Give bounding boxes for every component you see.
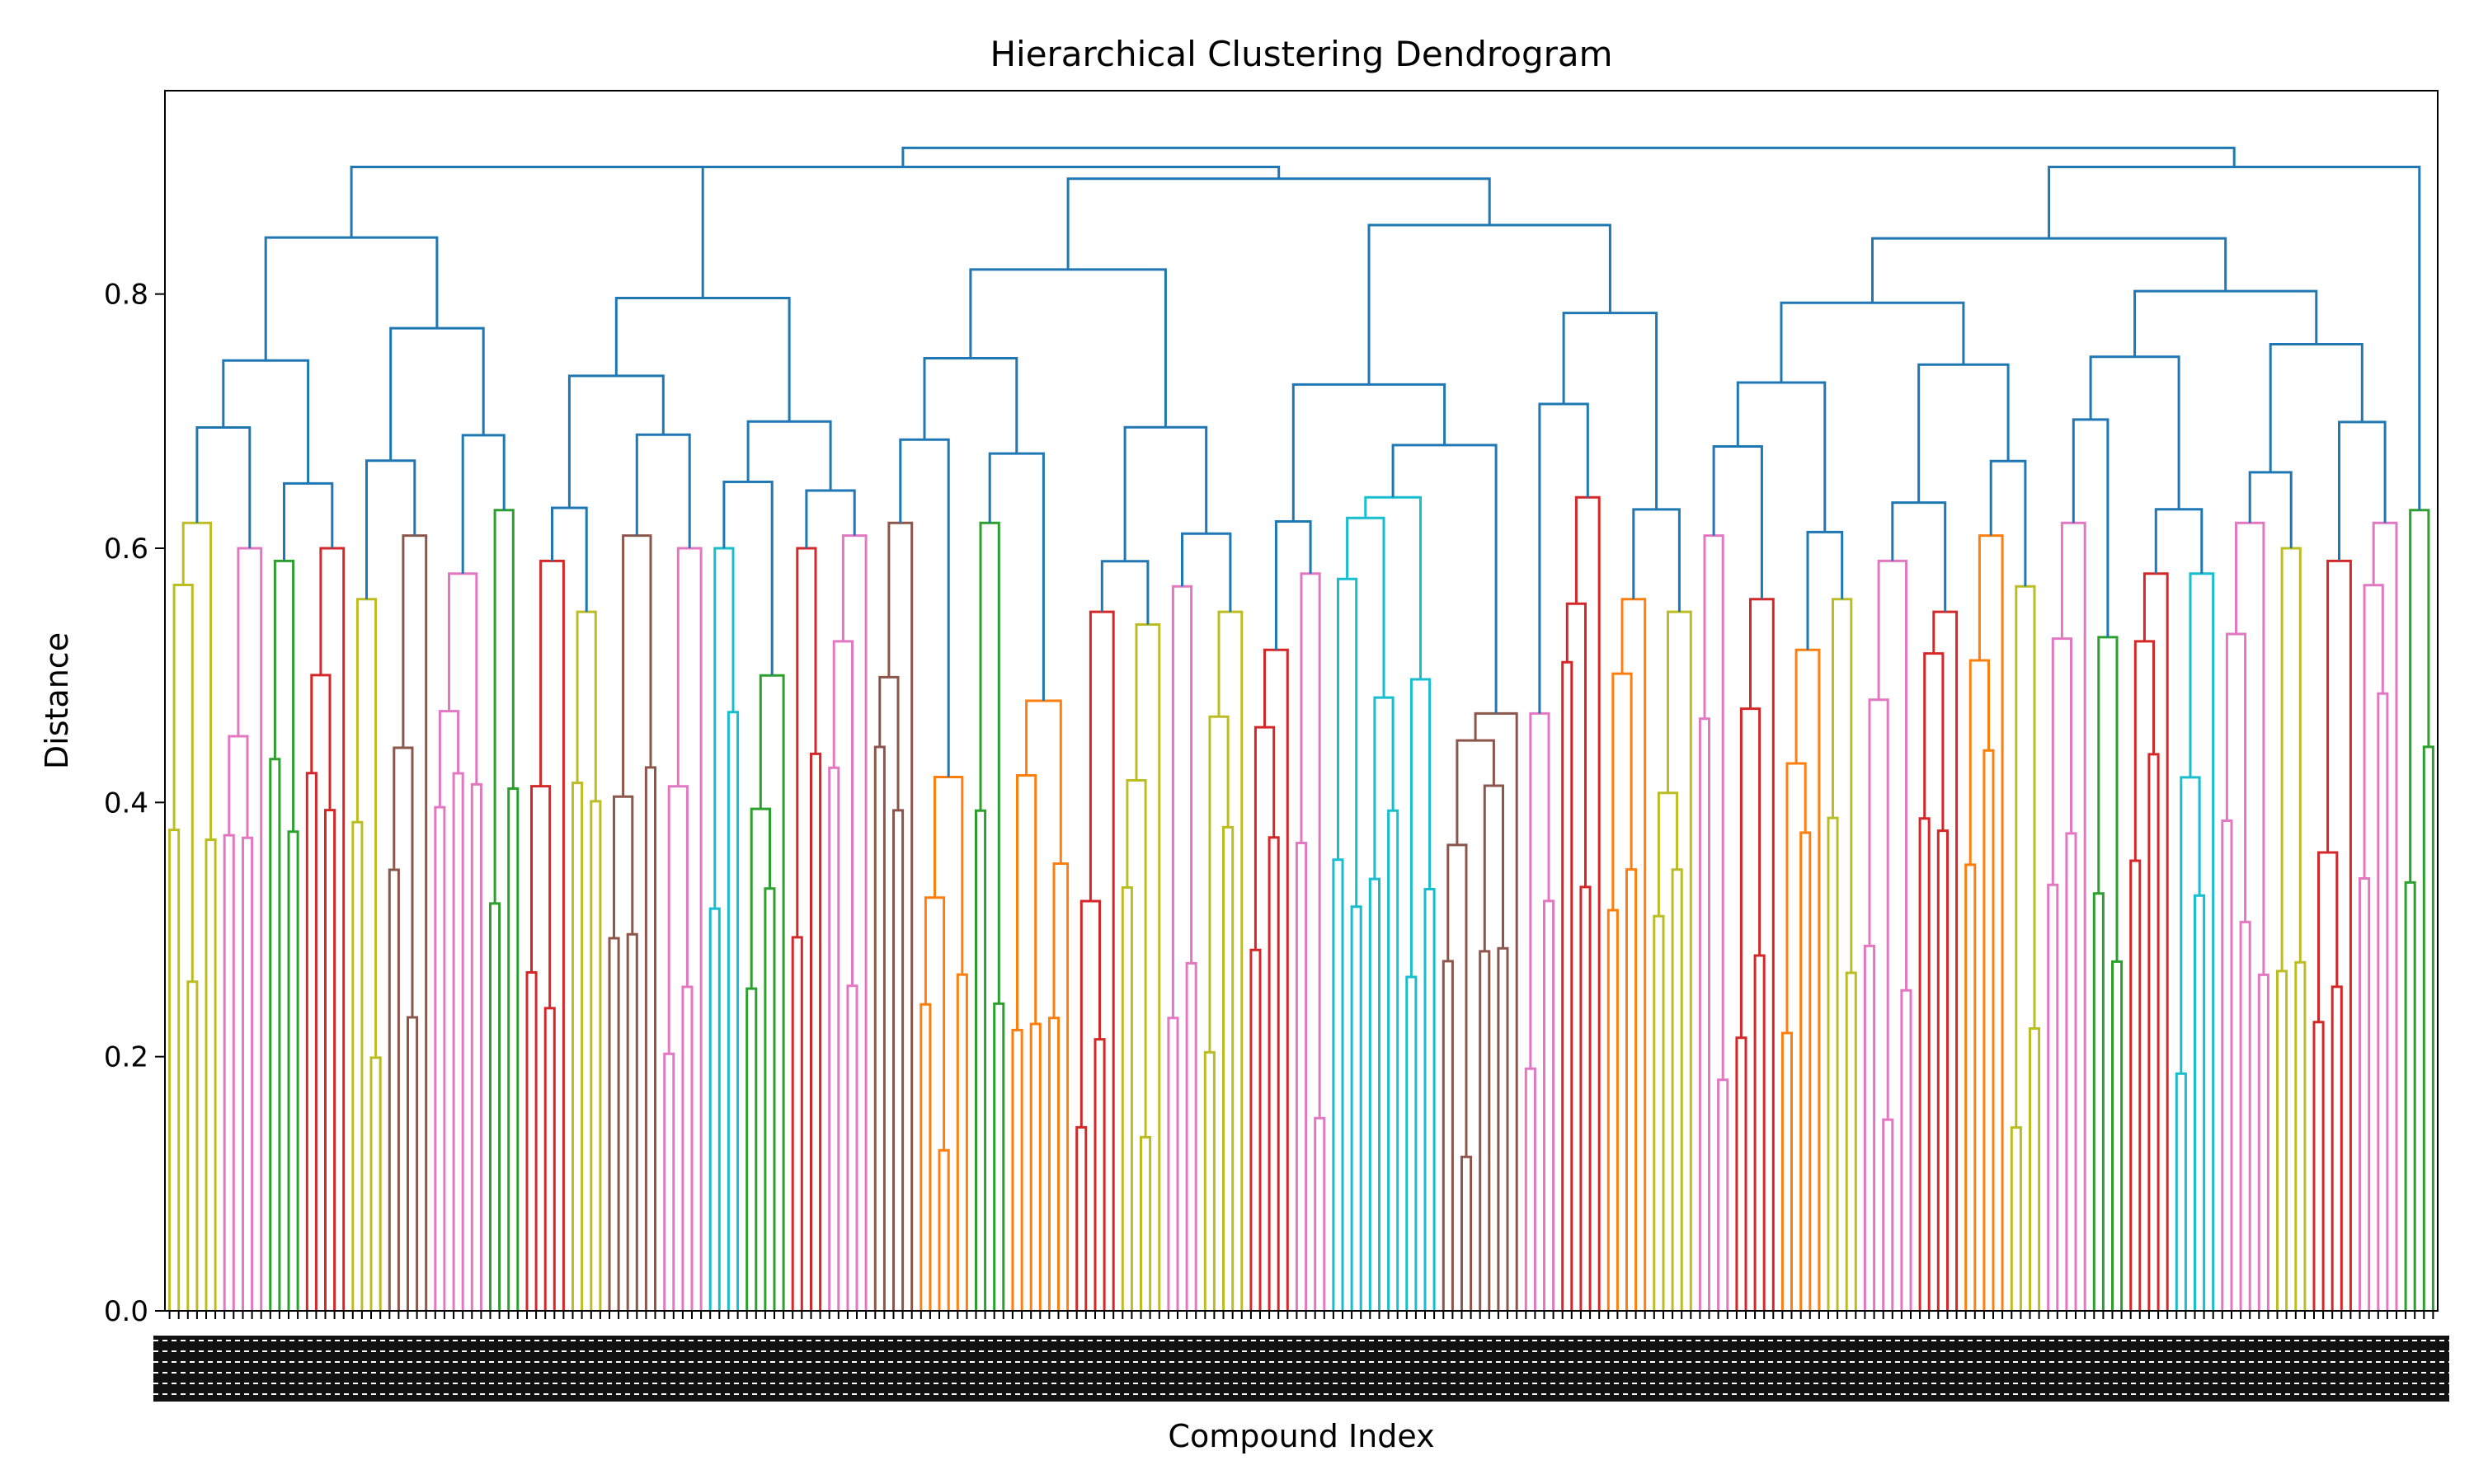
y-tick-label: 0.2 xyxy=(104,1041,148,1074)
cluster-branch xyxy=(1780,648,1821,1311)
x-tick-labels-texture xyxy=(153,1340,2449,1395)
cluster-branch xyxy=(663,547,703,1311)
y-tick-label: 0.8 xyxy=(104,279,148,312)
cluster-branch xyxy=(1863,559,1912,1311)
cluster-branch xyxy=(745,674,785,1311)
cluster-branch xyxy=(388,534,428,1311)
cluster-branch xyxy=(1918,610,1959,1311)
cluster-branch xyxy=(2129,572,2169,1311)
cluster-branch xyxy=(873,521,914,1311)
cluster-branch xyxy=(1249,648,1289,1311)
cluster-branch xyxy=(1735,598,1775,1311)
dendrogram-tree xyxy=(168,146,2434,1311)
cluster-branch xyxy=(1121,623,1161,1311)
cluster-branch xyxy=(1075,610,1115,1311)
upper-branch xyxy=(195,146,2421,777)
y-tick-label: 0.6 xyxy=(104,533,148,566)
y-axis-label: Distance xyxy=(39,632,75,769)
x-tick-marks xyxy=(168,1311,2434,1319)
y-axis-ticks: 0.0 0.2 0.4 0.6 0.8 xyxy=(104,279,165,1328)
cluster-branch xyxy=(2359,521,2398,1311)
cluster-branch xyxy=(434,572,482,1311)
cluster-branch xyxy=(1332,495,1436,1311)
cluster-branch xyxy=(305,547,346,1311)
cluster-branch xyxy=(920,776,968,1311)
cluster-branch xyxy=(223,547,263,1311)
cluster-branch xyxy=(828,534,868,1311)
chart-title: Hierarchical Clustering Dendrogram xyxy=(990,34,1612,74)
cluster-branch xyxy=(1442,711,1518,1311)
y-tick-label: 0.0 xyxy=(104,1295,148,1328)
cluster-branch xyxy=(2175,572,2215,1311)
y-tick-label: 0.4 xyxy=(104,787,148,819)
cluster-branch xyxy=(525,559,565,1311)
cluster-branch xyxy=(2047,521,2086,1311)
cluster-branch xyxy=(1606,598,1647,1311)
cluster-branch xyxy=(1203,610,1244,1311)
cluster-branch xyxy=(608,534,656,1311)
cluster-branch xyxy=(1011,699,1070,1311)
x-axis-label: Compound Index xyxy=(1168,1418,1434,1454)
x-axis-tick-labels xyxy=(153,1311,2449,1402)
plot-frame xyxy=(164,90,2439,1312)
cluster-branch xyxy=(1653,610,1692,1311)
cluster-branch xyxy=(2221,521,2269,1311)
cluster-branch xyxy=(1964,534,2004,1311)
x-tick-labels-band xyxy=(153,1336,2449,1402)
cluster-branch xyxy=(168,521,217,1311)
cluster-branch xyxy=(1561,495,1601,1311)
cluster-branch xyxy=(2312,559,2352,1311)
